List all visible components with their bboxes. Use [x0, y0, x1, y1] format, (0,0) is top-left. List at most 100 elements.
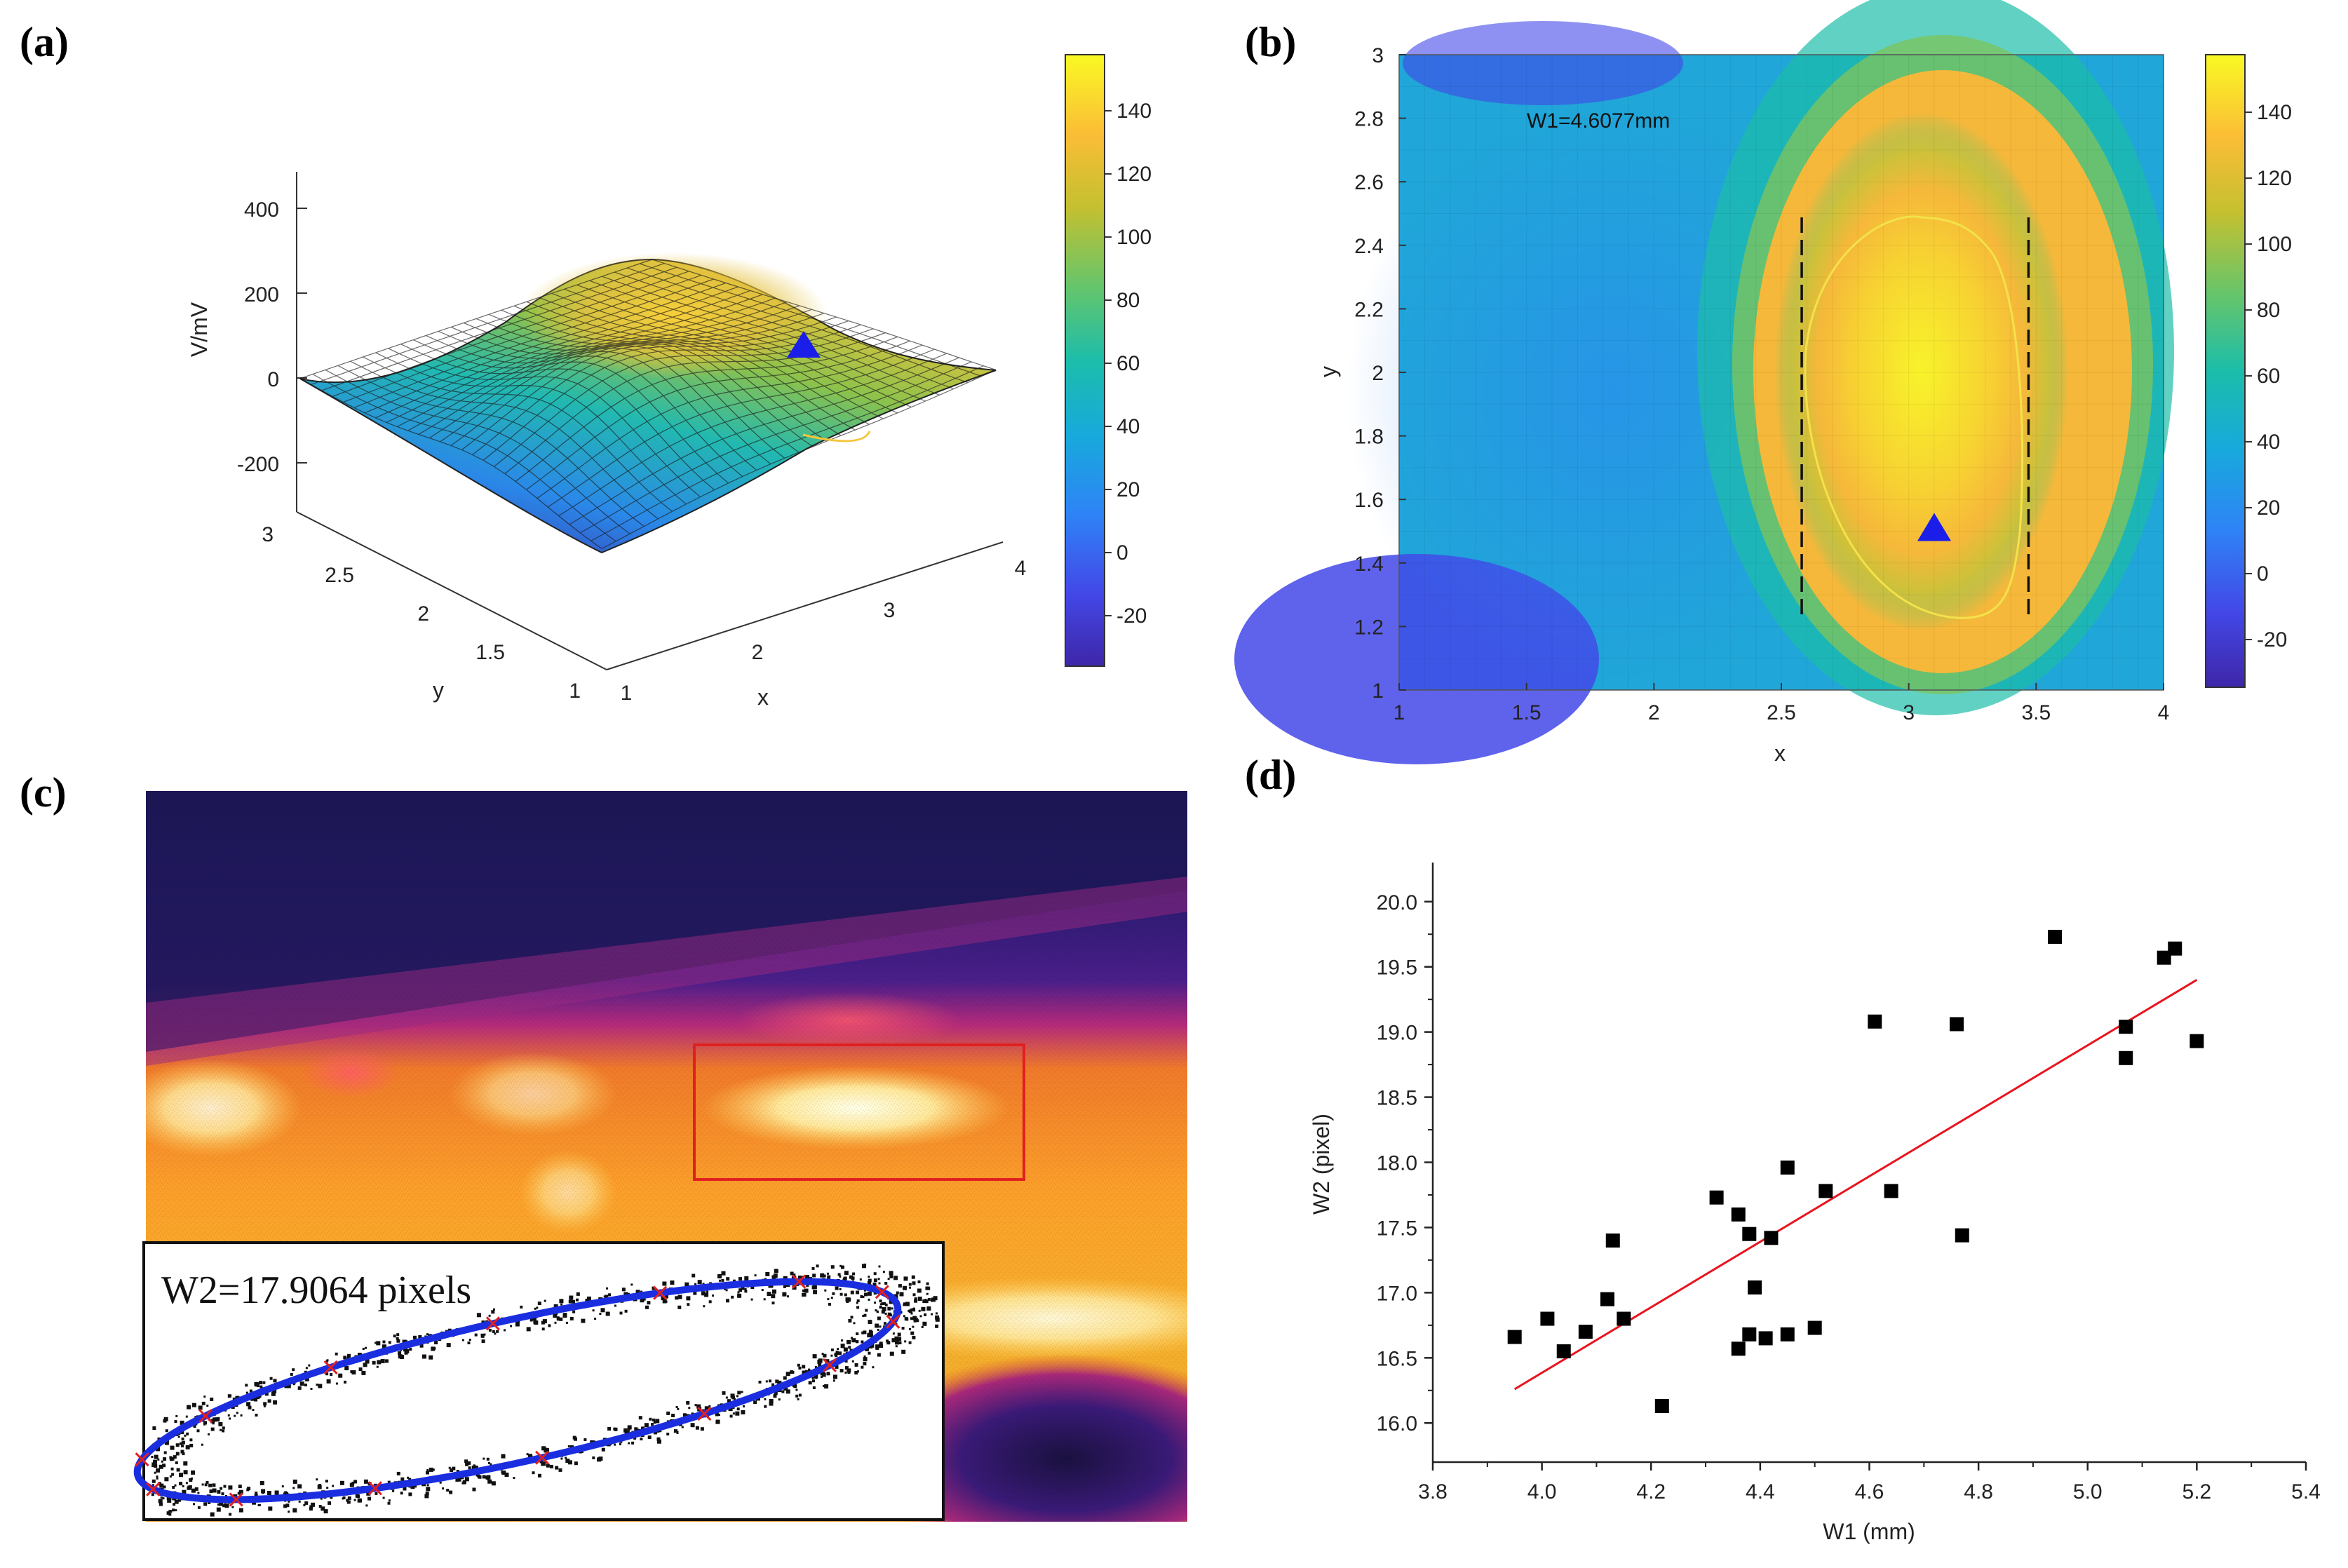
edge-pixel [775, 1379, 779, 1384]
edge-pixel [311, 1502, 316, 1507]
edge-pixel [449, 1490, 453, 1494]
edge-pixel [424, 1494, 429, 1499]
edge-pixel [335, 1382, 338, 1385]
edge-pixel [860, 1295, 863, 1298]
edge-pixel [712, 1295, 715, 1297]
edge-pixel [184, 1434, 187, 1437]
y-tick-label: 16.0 [1377, 1412, 1417, 1435]
edge-pixel [912, 1293, 916, 1297]
colorbar-tick-label: 140 [1116, 100, 1152, 123]
fit-cross [697, 1406, 712, 1421]
edge-pixel [292, 1487, 295, 1489]
y-tick-label: 18.5 [1377, 1087, 1417, 1110]
fit-cross [146, 1482, 161, 1496]
y-tick-label: 2.2 [1354, 298, 1384, 321]
edge-pixel [854, 1363, 858, 1367]
edge-pixel [346, 1500, 351, 1504]
edge-pixel [212, 1489, 217, 1492]
edge-pixel [901, 1327, 905, 1330]
edge-pixel [867, 1333, 872, 1338]
fit-cross [886, 1314, 900, 1329]
data-point [1731, 1207, 1746, 1222]
edge-pixel [344, 1366, 349, 1370]
edge-pixel [196, 1429, 200, 1433]
edge-pixel [910, 1331, 915, 1335]
edge-pixel [783, 1285, 786, 1288]
edge-pixel [533, 1319, 536, 1322]
edge-pixel [640, 1438, 643, 1440]
edge-pixel [832, 1292, 835, 1295]
mesh-line [513, 305, 842, 436]
x-tick-label: 5.0 [2073, 1480, 2103, 1503]
edge-pixel [488, 1314, 491, 1317]
edge-pixel [684, 1282, 689, 1287]
edge-pixel [644, 1423, 649, 1428]
edge-pixel [238, 1489, 243, 1494]
edge-pixel [541, 1327, 545, 1331]
edge-pixel [153, 1459, 157, 1464]
edge-pixel [782, 1292, 787, 1297]
edge-pixel [842, 1277, 846, 1281]
edge-pixel [843, 1347, 848, 1352]
edge-pixel [257, 1503, 260, 1506]
fitted-ellipse [133, 1278, 902, 1503]
edge-pixel [482, 1475, 486, 1479]
edge-pixel [565, 1457, 567, 1459]
mesh-line [526, 301, 856, 431]
edge-pixel [569, 1295, 574, 1300]
edge-pixel [318, 1484, 321, 1487]
edge-pixel [156, 1475, 158, 1478]
edge-pixel [750, 1298, 753, 1301]
edge-pixel [168, 1513, 172, 1516]
edge-pixel [877, 1316, 881, 1320]
edge-pixel [217, 1490, 221, 1494]
colorbar-tick-label: 40 [2257, 431, 2280, 454]
edge-pixel [283, 1504, 288, 1508]
edge-pixel [839, 1275, 842, 1278]
edge-pixel [856, 1340, 859, 1344]
edge-pixel [501, 1471, 506, 1475]
x-tick-label: 4 [1015, 557, 1027, 580]
edge-pixel [898, 1341, 902, 1344]
edge-pixel [572, 1310, 576, 1313]
edge-pixel [326, 1379, 331, 1384]
edge-pixel [273, 1379, 277, 1383]
edge-pixel [867, 1280, 871, 1285]
edge-pixel [688, 1407, 691, 1410]
mesh-line [569, 357, 959, 525]
mesh-line [639, 263, 983, 377]
edge-pixel [774, 1269, 778, 1273]
edge-pixel [886, 1341, 891, 1345]
edge-pixel [771, 1383, 775, 1386]
edge-pixel [703, 1305, 706, 1308]
edge-pixel [731, 1395, 736, 1400]
edge-pixel [708, 1300, 712, 1304]
edge-pixel [382, 1340, 386, 1344]
edge-pixel [252, 1409, 255, 1412]
edge-pixel [342, 1497, 344, 1500]
x-tick-label: 5.2 [2182, 1480, 2212, 1503]
edge-pixel [651, 1423, 654, 1426]
edge-pixel [234, 1414, 236, 1417]
edge-pixel [878, 1265, 881, 1268]
y-axis-line [296, 511, 607, 670]
edge-pixel [177, 1435, 180, 1438]
y-tick-label: 1.5 [475, 641, 505, 664]
edge-pixel [879, 1325, 882, 1328]
edge-pixel [212, 1483, 216, 1487]
edge-pixel [877, 1278, 880, 1280]
edge-pixel [432, 1468, 435, 1471]
edge-pixel [559, 1317, 563, 1321]
panel-c-thermal-image: W2=17.9064 pixels [133, 791, 1187, 1522]
edge-pixel [382, 1344, 386, 1349]
mesh-line [626, 267, 969, 384]
data-point [2168, 941, 2182, 956]
edge-pixel [769, 1379, 771, 1383]
edge-pixel [600, 1308, 605, 1313]
y-tick-label: 1.2 [1354, 616, 1384, 639]
edge-pixel [863, 1313, 867, 1317]
edge-pixel [633, 1436, 637, 1440]
edge-pixel [365, 1346, 367, 1349]
edge-pixel [725, 1396, 728, 1399]
edge-pixel [321, 1506, 325, 1511]
